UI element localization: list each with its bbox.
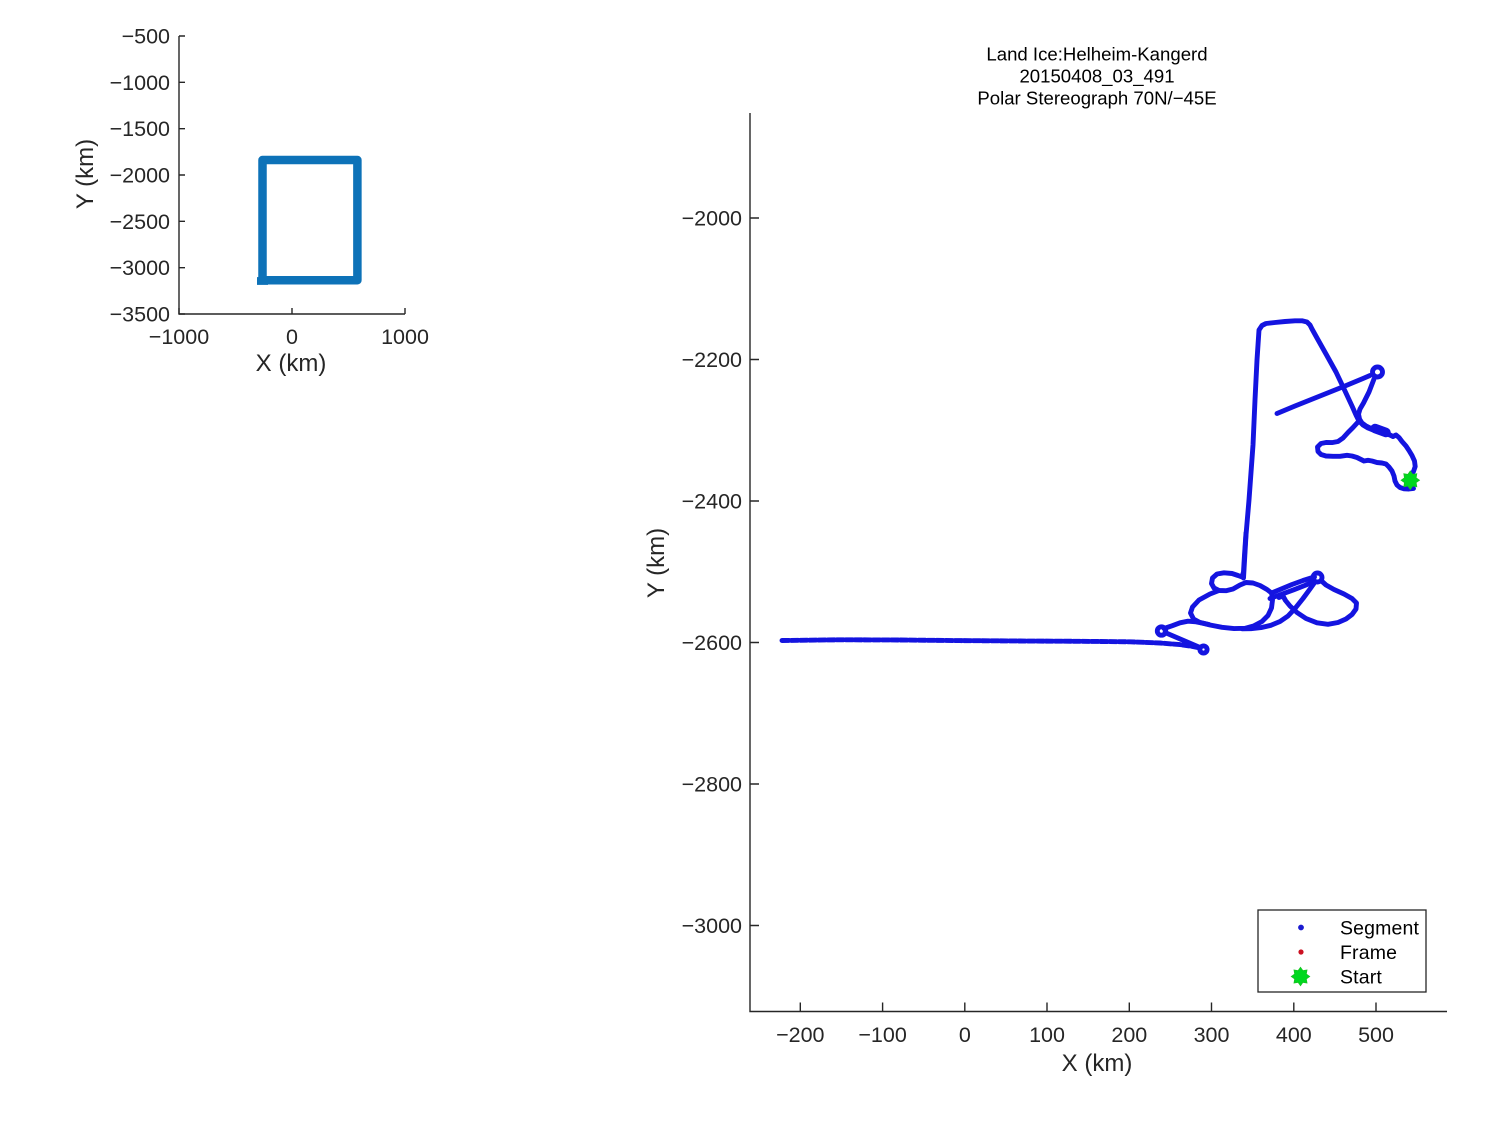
- svg-text:200: 200: [1111, 1023, 1147, 1047]
- svg-text:0: 0: [286, 325, 298, 349]
- svg-text:Frame: Frame: [1340, 942, 1397, 964]
- svg-text:−2000: −2000: [682, 207, 742, 231]
- svg-text:−200: −200: [776, 1023, 824, 1047]
- svg-text:100: 100: [1029, 1023, 1065, 1047]
- svg-text:Segment: Segment: [1340, 918, 1420, 940]
- svg-text:X (km): X (km): [1062, 1050, 1133, 1077]
- svg-text:Y (km): Y (km): [643, 528, 670, 598]
- svg-text:1000: 1000: [381, 325, 429, 349]
- svg-text:−3500: −3500: [110, 303, 170, 327]
- svg-text:−2400: −2400: [682, 490, 742, 514]
- svg-text:Start: Start: [1340, 967, 1382, 989]
- svg-text:−2800: −2800: [682, 773, 742, 797]
- svg-text:−3000: −3000: [110, 256, 170, 280]
- svg-text:−2000: −2000: [110, 164, 170, 188]
- svg-text:Land Ice:Helheim-Kangerd: Land Ice:Helheim-Kangerd: [986, 44, 1207, 65]
- svg-text:−1000: −1000: [149, 325, 209, 349]
- svg-text:−2500: −2500: [110, 210, 170, 234]
- svg-text:−3000: −3000: [682, 914, 742, 938]
- svg-text:−1500: −1500: [110, 117, 170, 141]
- svg-text:0: 0: [959, 1023, 971, 1047]
- svg-text:300: 300: [1194, 1023, 1230, 1047]
- svg-text:Y (km): Y (km): [72, 139, 99, 209]
- svg-text:X (km): X (km): [256, 350, 327, 377]
- svg-text:Polar Stereograph 70N/−45E: Polar Stereograph 70N/−45E: [977, 88, 1216, 109]
- svg-text:500: 500: [1358, 1023, 1394, 1047]
- svg-text:−2200: −2200: [682, 348, 742, 372]
- svg-text:400: 400: [1276, 1023, 1312, 1047]
- svg-text:−100: −100: [858, 1023, 906, 1047]
- svg-text:−500: −500: [122, 25, 170, 49]
- svg-text:20150408_03_491: 20150408_03_491: [1019, 66, 1174, 88]
- svg-text:−2600: −2600: [682, 631, 742, 655]
- svg-text:−1000: −1000: [110, 71, 170, 95]
